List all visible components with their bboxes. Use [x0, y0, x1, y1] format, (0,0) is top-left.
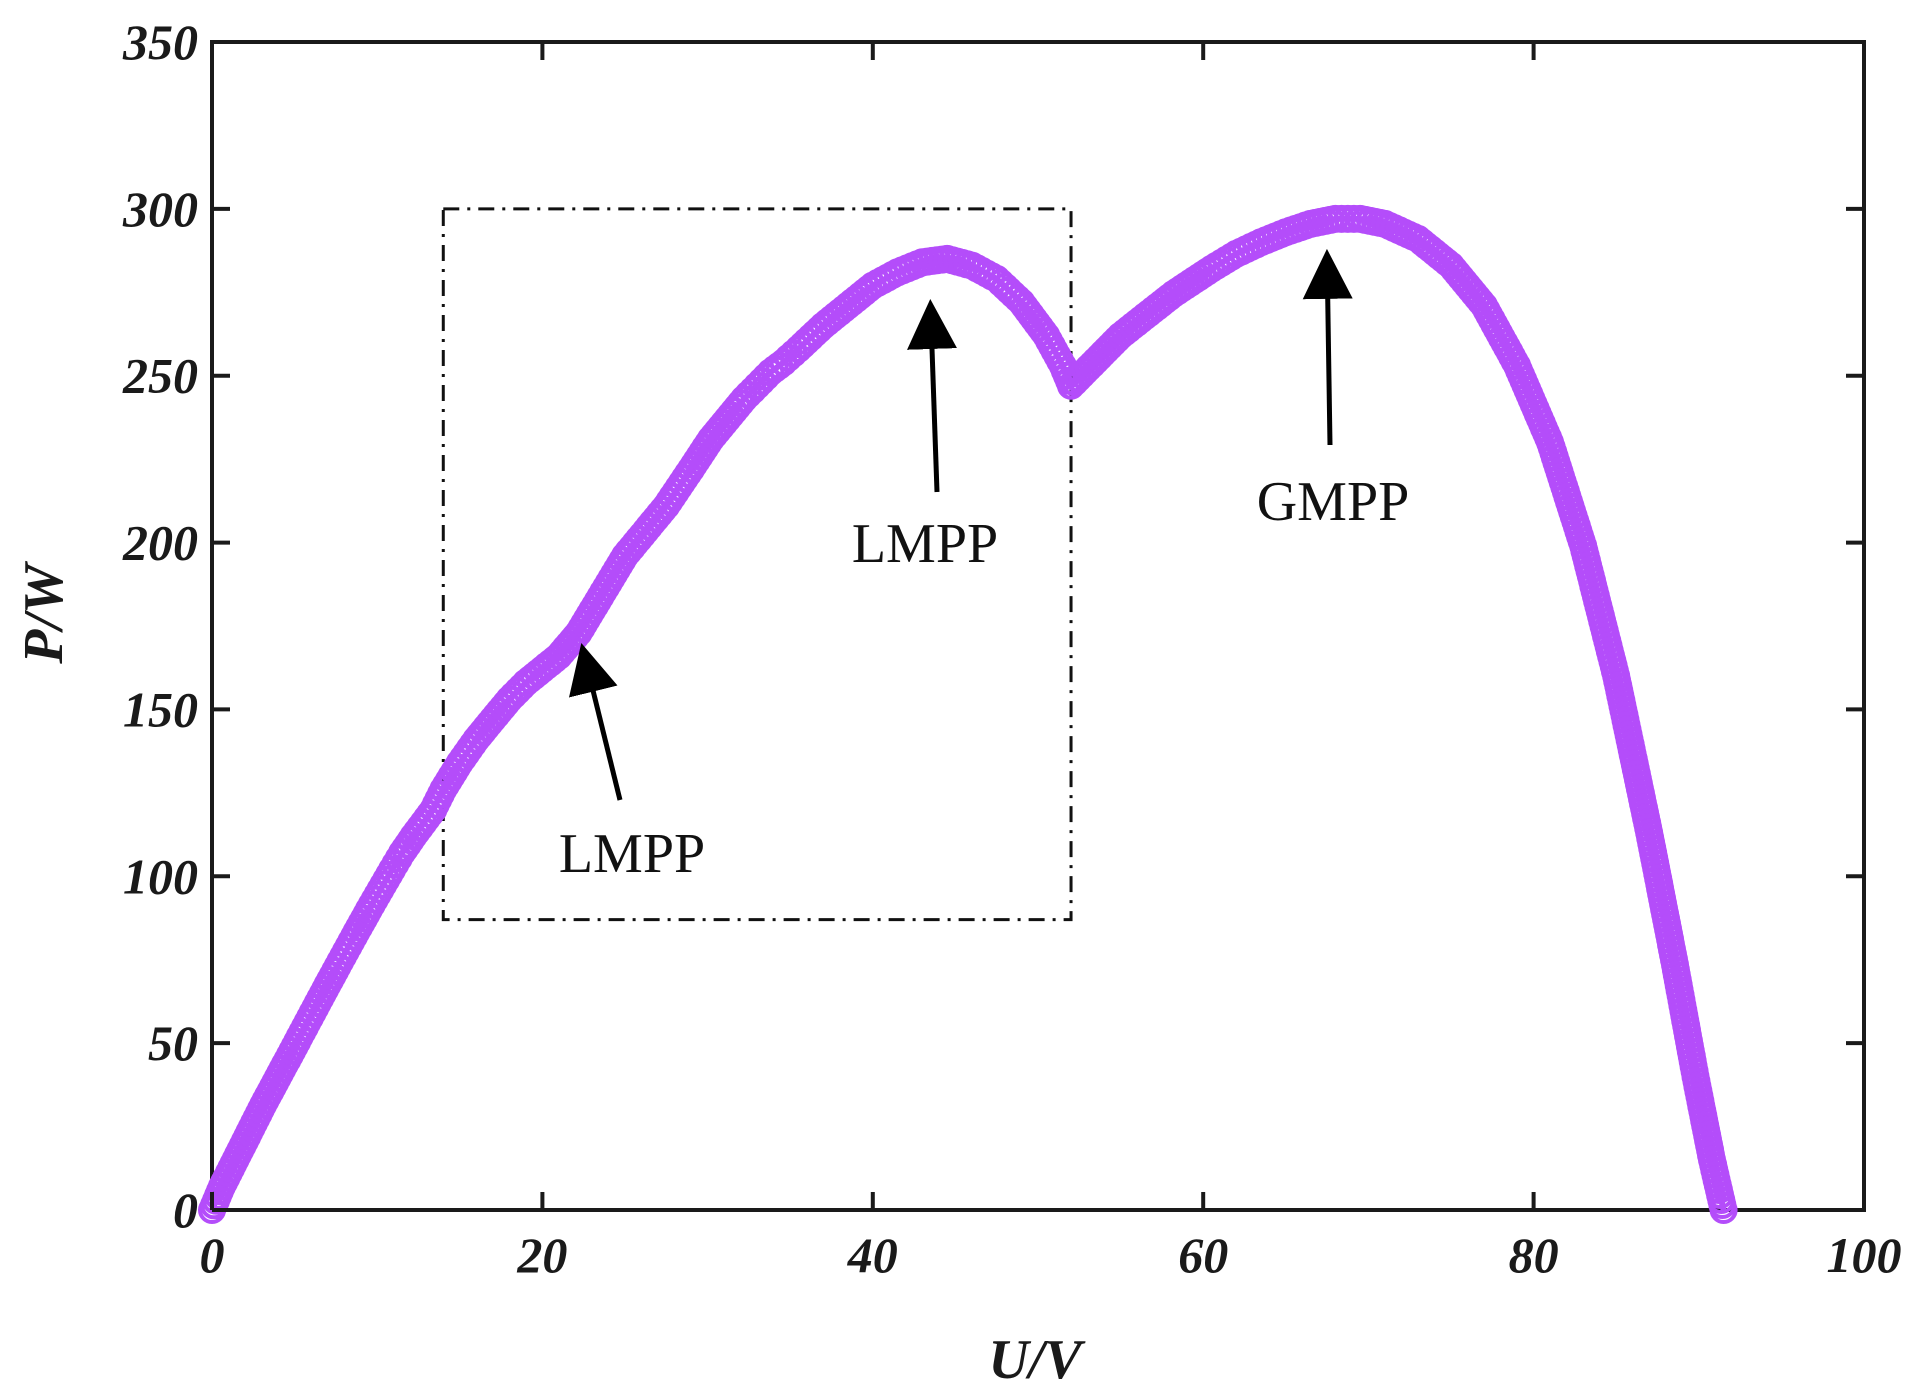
- series-line-0: [209, 215, 1727, 1212]
- y-axis-label: P/W: [13, 560, 75, 665]
- annotation-label-0: LMPP: [559, 823, 705, 885]
- y-tick-label-5: 250: [122, 348, 198, 404]
- y-tick-label-6: 300: [122, 181, 198, 237]
- y-tick-label-0: 0: [173, 1182, 198, 1238]
- x-tick-label-4: 80: [1509, 1227, 1559, 1283]
- annotation-label-2: GMPP: [1257, 471, 1410, 533]
- y-tick-label-7: 350: [122, 14, 198, 70]
- x-tick-label-5: 100: [1827, 1227, 1902, 1283]
- plot-frame: [210, 40, 1866, 1212]
- x-axis-label: U/V: [988, 1329, 1086, 1391]
- zoom-box-layer: [441, 207, 1073, 922]
- annotation-arrow-2: [1302, 248, 1353, 446]
- y-tick-label-3: 150: [123, 681, 198, 737]
- zoom-box: [441, 207, 1073, 922]
- series-layer: [198, 204, 1738, 1224]
- annotation-label-1: LMPP: [852, 513, 998, 575]
- data-point-0-540: [1709, 1196, 1738, 1224]
- annotation-arrow-1: [907, 298, 957, 493]
- annotation-layer: LMPP LMPP GMPP: [559, 248, 1410, 885]
- y-tick-label-4: 200: [122, 515, 198, 571]
- y-tick-label-2: 100: [123, 848, 198, 904]
- x-tick-label-3: 60: [1178, 1227, 1228, 1283]
- x-tick-label-2: 40: [847, 1227, 898, 1283]
- ticks-layer: 0 20 40 60 80 100 0 50 100 150 200 250 300 350: [122, 14, 1902, 1283]
- y-tick-label-1: 50: [148, 1015, 198, 1071]
- axes-frame: [210, 40, 1866, 1212]
- x-tick-label-1: 20: [516, 1227, 567, 1283]
- annotation-arrow-0: [568, 642, 623, 801]
- x-tick-label-0: 0: [200, 1227, 225, 1283]
